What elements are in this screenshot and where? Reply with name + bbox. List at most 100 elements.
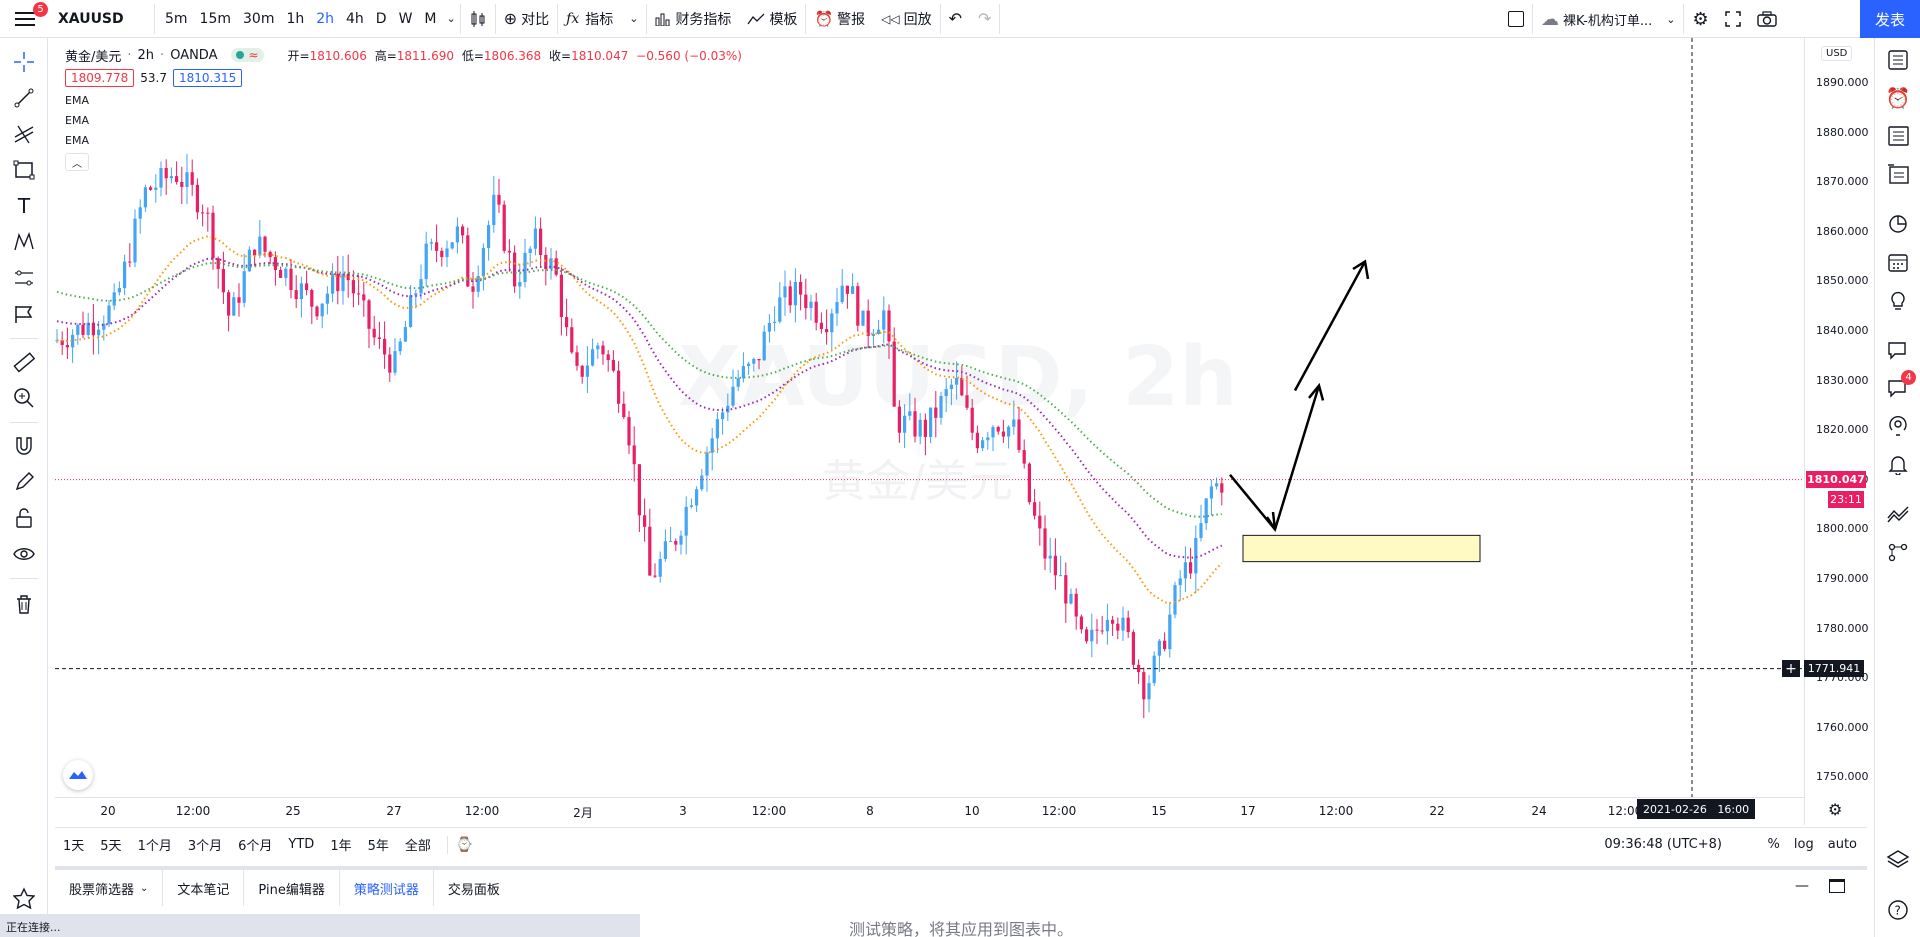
function-icon: ƒx [566,11,579,27]
chats-icon[interactable] [1886,338,1910,362]
help-question-icon[interactable]: ? [1886,898,1910,922]
object-tree-icon[interactable] [1886,540,1910,564]
tab-pine-editor[interactable]: Pine编辑器 [244,870,339,906]
ideas-lightbulb-icon[interactable] [1886,288,1910,312]
tab-text-notes[interactable]: 文本笔记 [163,870,244,906]
minimize-panel-icon[interactable]: — [1795,878,1809,894]
range-5d[interactable]: 5天 [92,835,129,854]
log-scale-toggle[interactable]: log [1794,837,1814,852]
financials-button[interactable]: 财务指标 [647,0,739,38]
range-1m[interactable]: 1个月 [130,835,180,854]
eye-icon[interactable] [12,542,36,566]
ruler-icon[interactable] [12,350,36,374]
maximize-panel-icon[interactable] [1829,879,1845,893]
watchlist-icon[interactable] [1886,48,1910,72]
alerts-clock-icon[interactable]: ⏰ [1886,86,1910,110]
timeframe-4h[interactable]: 4h [340,11,370,27]
notifications-chat-icon[interactable]: 4 [1886,376,1910,400]
snapshot-button[interactable] [1749,0,1785,38]
timeframe-d[interactable]: D [370,11,393,27]
timeframe-15m[interactable]: 15m [194,11,237,27]
magnet-icon[interactable] [12,434,36,458]
timeframe-m[interactable]: M [418,11,442,27]
range-ytd[interactable]: YTD [280,837,322,852]
fullscreen-layout-button[interactable] [1500,0,1532,38]
star-favorites-icon[interactable] [12,886,36,910]
legend-symbol-title[interactable]: 黄金/美元 [65,46,121,65]
compare-button[interactable]: ⊕ 对比 [496,0,557,38]
ema-legend-1[interactable]: EMA [65,91,742,111]
ask-price[interactable]: 1810.315 [173,69,242,87]
stay-drawing-pencil-icon[interactable] [12,470,36,494]
settings-button[interactable]: ⚙ [1684,0,1716,38]
hotlists-icon[interactable] [1886,212,1910,236]
news-icon[interactable] [1886,124,1910,148]
timeframe-30m[interactable]: 30m [237,11,280,27]
chart-type-button[interactable] [461,0,495,38]
timeframe-2h[interactable]: 2h [310,11,340,27]
tab-stock-screener[interactable]: 股票筛选器 ⌄ [55,870,163,906]
layout-selector[interactable]: ☁ 裸K-机构订单... ⌄ [1533,0,1683,38]
market-status-pill[interactable]: ≈ [231,48,263,62]
percent-scale-toggle[interactable]: % [1768,837,1780,852]
timeframe-1h[interactable]: 1h [280,11,310,27]
bid-price[interactable]: 1809.778 [65,69,134,87]
range-5y[interactable]: 5年 [360,835,397,854]
timeframe-5m[interactable]: 5m [159,11,194,27]
axis-settings-gear-icon[interactable]: ⚙ [1828,800,1842,819]
trading-chart-icon[interactable] [1886,502,1910,526]
templates-button[interactable]: 模板 [739,0,805,38]
streams-broadcast-icon[interactable] [1886,414,1910,438]
trend-line-icon[interactable] [12,86,36,110]
ema-legend-2[interactable]: EMA [65,111,742,131]
auto-scale-toggle[interactable]: auto [1828,837,1857,852]
timeframe-w[interactable]: W [393,11,419,27]
candle-body [1043,528,1046,558]
redo-button[interactable]: ↷ [970,0,999,38]
fib-retracement-icon[interactable] [12,122,36,146]
text-tool-icon[interactable]: T [12,194,36,218]
range-1y[interactable]: 1年 [322,835,359,854]
replay-button[interactable]: ◁◁ 回放 [873,0,939,38]
trash-icon[interactable] [12,592,36,616]
symbol-search-button[interactable]: XAUUSD [50,0,154,38]
currency-label[interactable]: USD [1821,46,1852,61]
tab-trading-panel[interactable]: 交易面板 [434,870,514,906]
chart-logo-icon[interactable] [63,760,93,790]
range-1d[interactable]: 1天 [55,835,92,854]
candle-body [601,346,604,355]
crosshair-icon[interactable] [12,50,36,74]
alert-button[interactable]: ⏰ 警报 [806,0,873,38]
candle-body [123,262,126,288]
crosshair-plus-icon[interactable]: + [1782,660,1800,677]
pattern-tool-icon[interactable] [12,230,36,254]
undo-button[interactable]: ↶ [941,0,970,38]
time-axis[interactable]: 20 12:00 25 27 12:00 2月 3 12:00 8 10 12:00 15 17 12:0… [55,797,1804,823]
timeframe-dropdown-chevron-icon[interactable]: ⌄ [447,12,456,25]
range-all[interactable]: 全部 [397,835,439,854]
candle-body [815,302,818,323]
candle-body [622,404,625,417]
lock-icon[interactable] [12,506,36,530]
clock-timezone[interactable]: 09:36:48 (UTC+8) [1604,837,1722,852]
range-6m[interactable]: 6个月 [230,835,280,854]
legend-collapse-button[interactable]: ︿ [65,153,89,171]
fullscreen-button[interactable] [1717,0,1749,38]
calendar-icon[interactable] [1886,250,1910,274]
range-3m[interactable]: 3个月 [180,835,230,854]
layers-icon[interactable] [1886,848,1910,872]
goto-date-icon[interactable]: ⌚ [456,837,473,853]
candle-body [300,283,303,299]
prediction-tool-icon[interactable] [12,266,36,290]
main-menu-button[interactable]: 5 [0,0,50,38]
zoom-in-icon[interactable] [12,386,36,410]
publish-button[interactable]: 发表 [1860,0,1920,38]
indicators-button[interactable]: ƒx 指标 ⌄ [558,0,646,38]
candle-body [191,172,194,185]
tab-strategy-tester[interactable]: 策略测试器 [340,870,434,906]
icon-flag-icon[interactable] [12,302,36,326]
rectangle-shape-icon[interactable] [12,158,36,182]
ema-legend-3[interactable]: EMA [65,131,742,151]
data-window-icon[interactable] [1886,162,1910,186]
bell-icon[interactable] [1886,452,1910,476]
